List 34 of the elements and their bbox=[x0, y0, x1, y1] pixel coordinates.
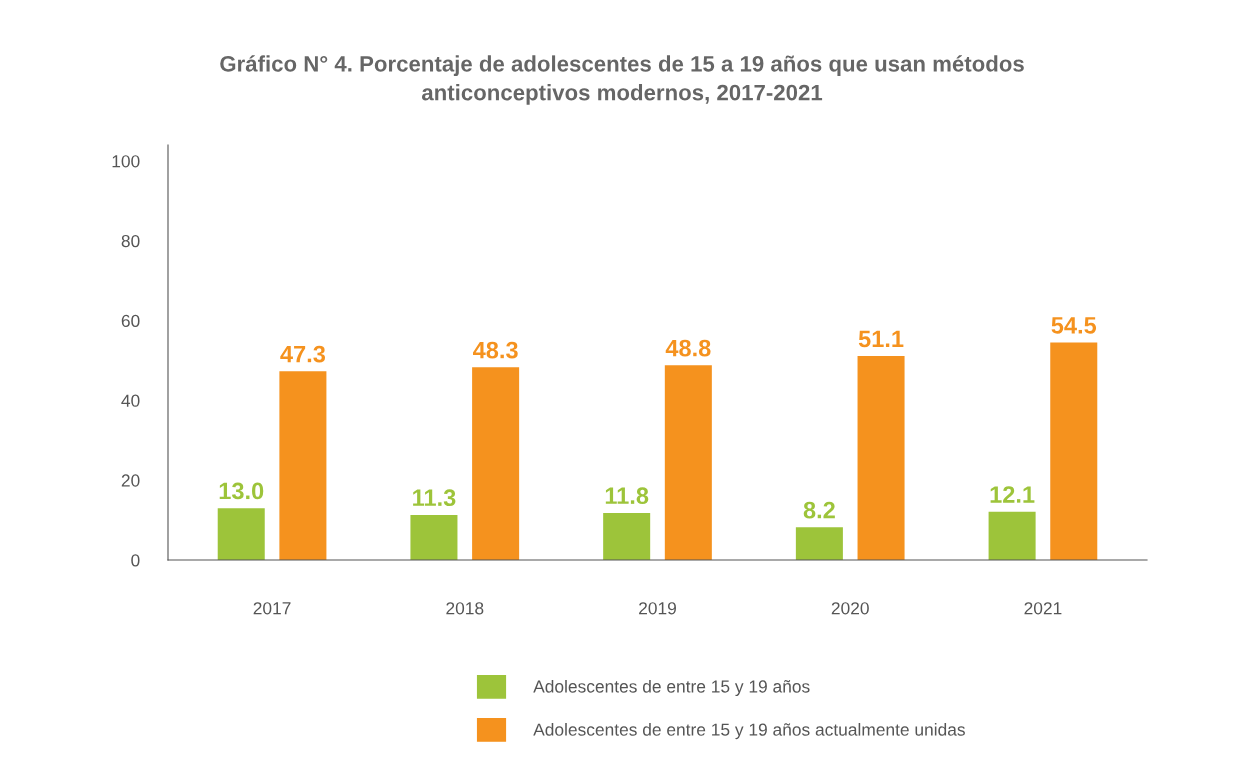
data-label: 13.0 bbox=[219, 482, 264, 500]
bar bbox=[217, 508, 265, 560]
bar bbox=[795, 527, 843, 560]
x-tick-label: 2017 bbox=[253, 602, 291, 615]
x-tick-label: 2020 bbox=[831, 602, 869, 615]
bar bbox=[279, 371, 327, 560]
data-label: 12.1 bbox=[990, 486, 1035, 503]
legend-label: Adolescentes de entre 15 y 19 años bbox=[533, 679, 810, 697]
y-tick-label: 20 bbox=[121, 474, 140, 487]
data-label: 11.3 bbox=[413, 489, 456, 507]
x-tick-label: 2018 bbox=[446, 602, 484, 615]
bar bbox=[472, 367, 520, 560]
data-label: 11.8 bbox=[605, 487, 649, 505]
data-label: 8.2 bbox=[803, 501, 835, 519]
bar bbox=[988, 511, 1036, 560]
chart-title: Gráfico N° 4. Porcentaje de adolescentes de 15 a 19 años que usan métodos anticonceptivos modernos, 2017-2021 bbox=[220, 55, 1024, 105]
legend-label: Adolescentes de entre 15 y 19 años actualmente unidas bbox=[533, 723, 965, 740]
y-tick-label: 0 bbox=[131, 554, 140, 567]
data-label: 47.3 bbox=[280, 345, 326, 363]
bar bbox=[1050, 342, 1098, 560]
data-label: 48.3 bbox=[473, 341, 518, 359]
y-tick-label: 100 bbox=[112, 155, 140, 168]
y-tick-label: 60 bbox=[121, 314, 140, 328]
data-label: 51.1 bbox=[858, 330, 904, 348]
y-tick-label: 80 bbox=[121, 234, 140, 248]
data-label: 48.8 bbox=[665, 339, 711, 357]
y-tick-label: 40 bbox=[121, 394, 140, 407]
x-tick-label: 2021 bbox=[1024, 602, 1062, 615]
data-label: 54.5 bbox=[1051, 317, 1097, 334]
bar bbox=[603, 512, 651, 560]
bar bbox=[410, 514, 458, 560]
bar bbox=[664, 365, 712, 560]
bar bbox=[857, 356, 905, 560]
x-tick-label: 2019 bbox=[639, 602, 676, 615]
